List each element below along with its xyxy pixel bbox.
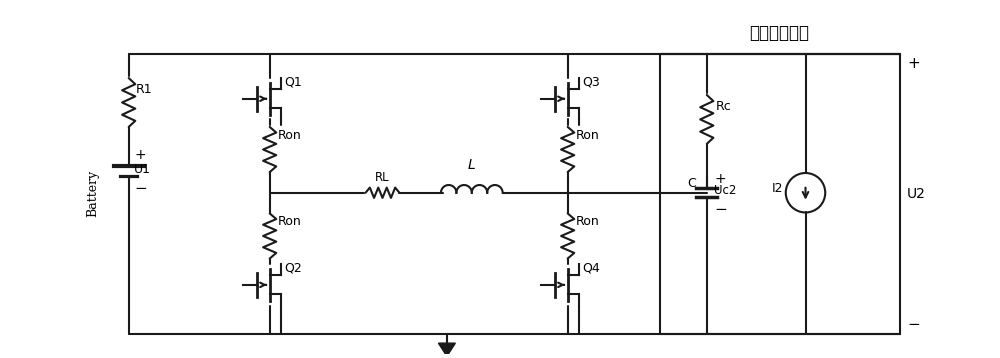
Text: Ron: Ron — [278, 129, 302, 142]
Text: Q3: Q3 — [582, 76, 600, 88]
Text: L: L — [468, 158, 476, 172]
Text: Ron: Ron — [576, 216, 600, 228]
Text: Battery: Battery — [86, 170, 99, 217]
Text: +: + — [134, 148, 146, 162]
Bar — [660, 54, 900, 334]
Text: C: C — [687, 177, 696, 190]
Text: RL: RL — [375, 171, 390, 184]
Text: +: + — [907, 55, 920, 71]
Text: +: + — [714, 171, 726, 186]
Text: 直流母线电压: 直流母线电压 — [750, 24, 810, 42]
Text: Q4: Q4 — [582, 262, 600, 275]
Text: Rc: Rc — [716, 100, 732, 113]
Text: Ron: Ron — [576, 129, 600, 142]
Polygon shape — [438, 343, 455, 356]
Text: Q2: Q2 — [284, 262, 302, 275]
Text: I2: I2 — [771, 183, 783, 195]
Text: Ron: Ron — [278, 216, 302, 228]
Text: −: − — [714, 202, 727, 217]
Text: U1: U1 — [133, 163, 150, 176]
Text: −: − — [134, 180, 147, 195]
Text: Uc2: Uc2 — [714, 184, 737, 197]
Text: −: − — [907, 317, 920, 332]
Text: R1: R1 — [135, 83, 152, 96]
Text: Q1: Q1 — [284, 76, 302, 88]
Text: U2: U2 — [907, 187, 926, 201]
